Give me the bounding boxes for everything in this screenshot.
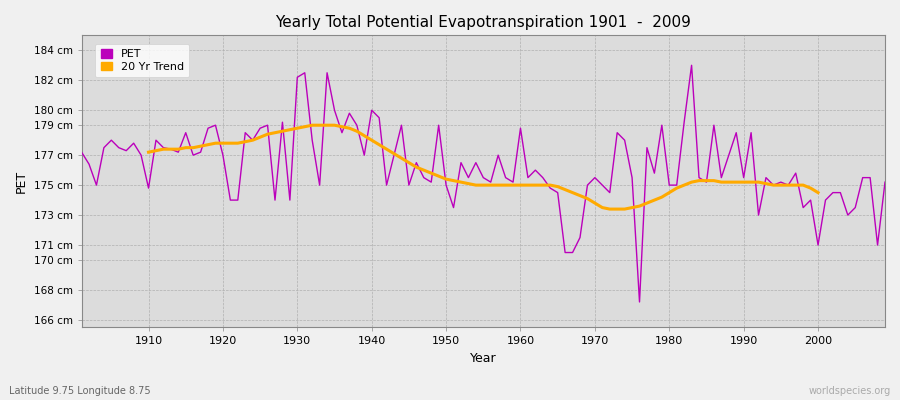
PET — [686, 63, 697, 68]
PET — [634, 300, 645, 304]
Line: 20 Yr Trend: 20 Yr Trend — [148, 125, 818, 209]
Text: Latitude 9.75 Longitude 8.75: Latitude 9.75 Longitude 8.75 — [9, 386, 150, 396]
PET — [300, 70, 310, 75]
Y-axis label: PET: PET — [15, 170, 28, 193]
Line: PET: PET — [82, 65, 885, 302]
20 Yr Trend — [605, 207, 616, 212]
PET — [136, 153, 147, 158]
20 Yr Trend — [806, 186, 816, 190]
Legend: PET, 20 Yr Trend: PET, 20 Yr Trend — [95, 44, 189, 77]
Title: Yearly Total Potential Evapotranspiration 1901  -  2009: Yearly Total Potential Evapotranspiratio… — [275, 15, 691, 30]
20 Yr Trend — [724, 180, 734, 184]
20 Yr Trend — [537, 183, 548, 188]
X-axis label: Year: Year — [470, 352, 497, 365]
PET — [508, 180, 518, 184]
20 Yr Trend — [225, 141, 236, 146]
PET — [344, 111, 355, 116]
PET — [515, 126, 526, 131]
20 Yr Trend — [321, 123, 332, 128]
20 Yr Trend — [143, 150, 154, 154]
20 Yr Trend — [813, 190, 824, 195]
20 Yr Trend — [307, 123, 318, 128]
20 Yr Trend — [300, 124, 310, 129]
PET — [605, 190, 616, 195]
PET — [879, 180, 890, 184]
PET — [76, 150, 87, 154]
Text: worldspecies.org: worldspecies.org — [809, 386, 891, 396]
